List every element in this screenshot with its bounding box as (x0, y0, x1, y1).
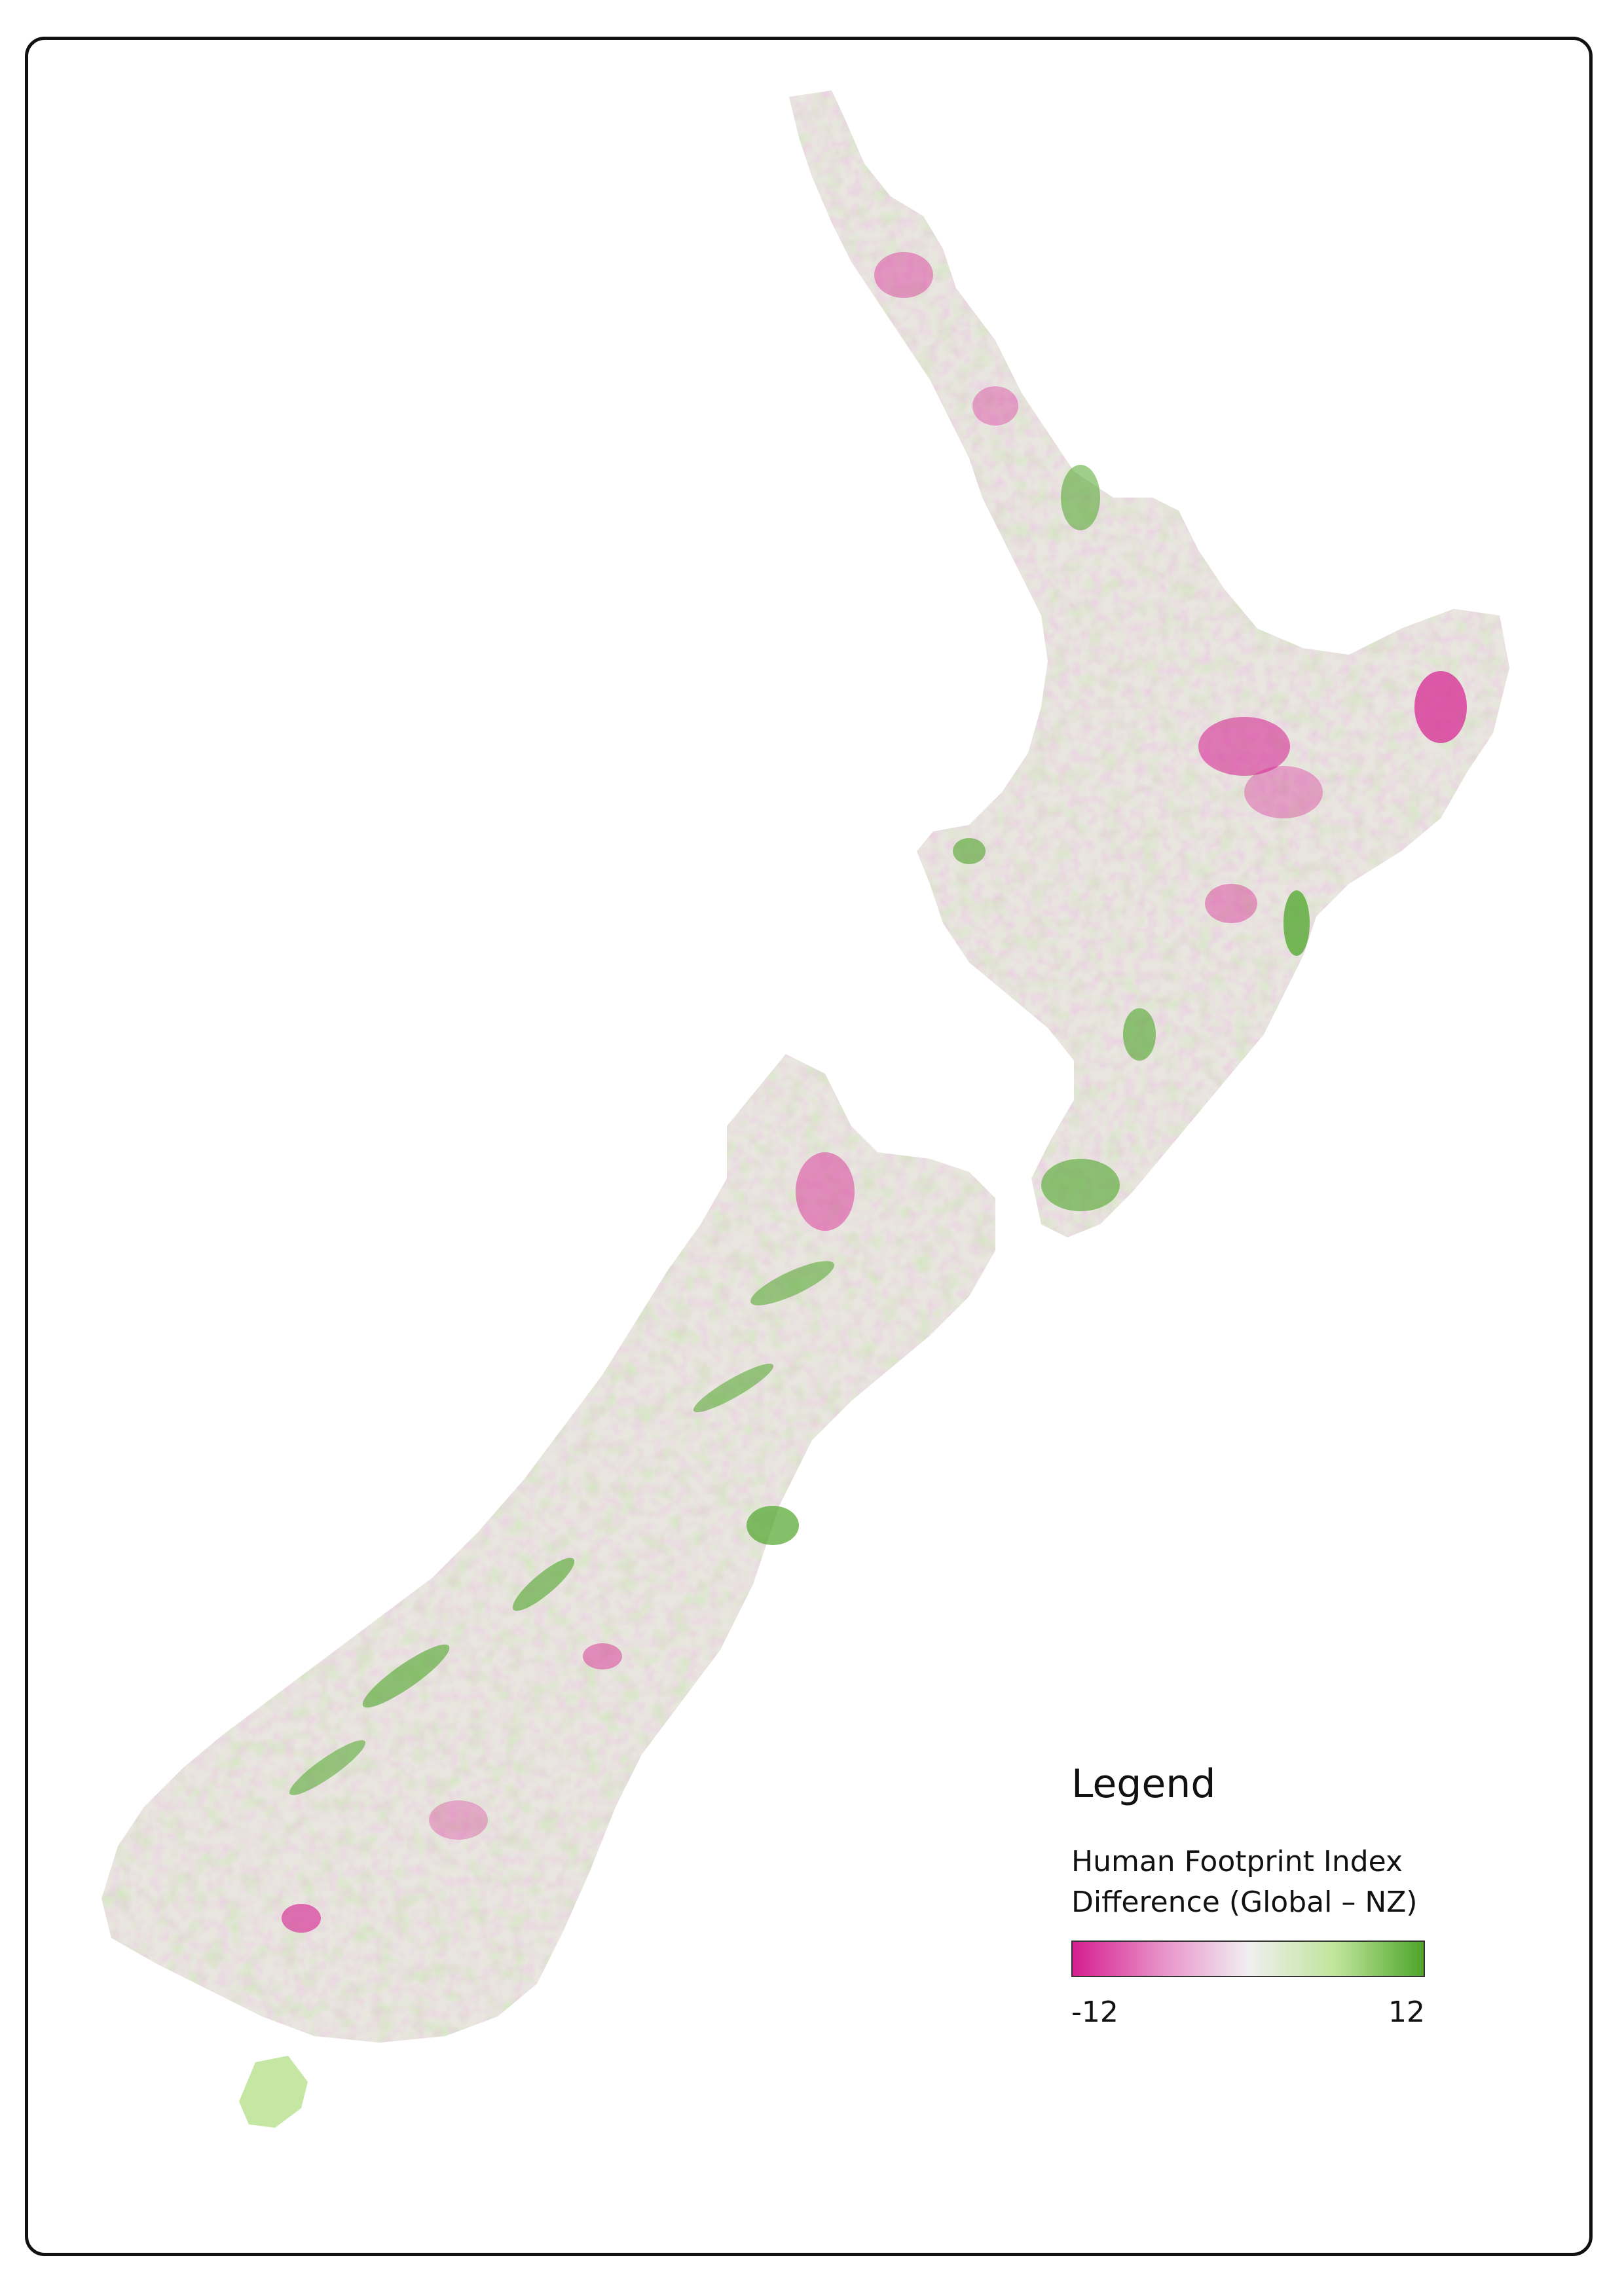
legend-min-label: -12 (1071, 1995, 1118, 2030)
legend-ramp-labels: -12 12 (1071, 1995, 1425, 2029)
legend-color-ramp (1071, 1941, 1425, 1978)
legend: Legend Human Footprint Index Difference … (1071, 1764, 1438, 2029)
legend-max-label: 12 (1388, 1995, 1425, 2030)
north-island (789, 90, 1509, 1237)
legend-subtitle-line2: Difference (Global – NZ) (1071, 1885, 1418, 1919)
south-island-hotspots (282, 1152, 855, 1933)
legend-subtitle-line1: Human Footprint Index (1071, 1845, 1403, 1878)
stewart-island (239, 2056, 308, 2128)
south-island (101, 1054, 995, 2043)
legend-title: Legend (1071, 1761, 1216, 1807)
north-island-hotspots (874, 252, 1467, 1211)
